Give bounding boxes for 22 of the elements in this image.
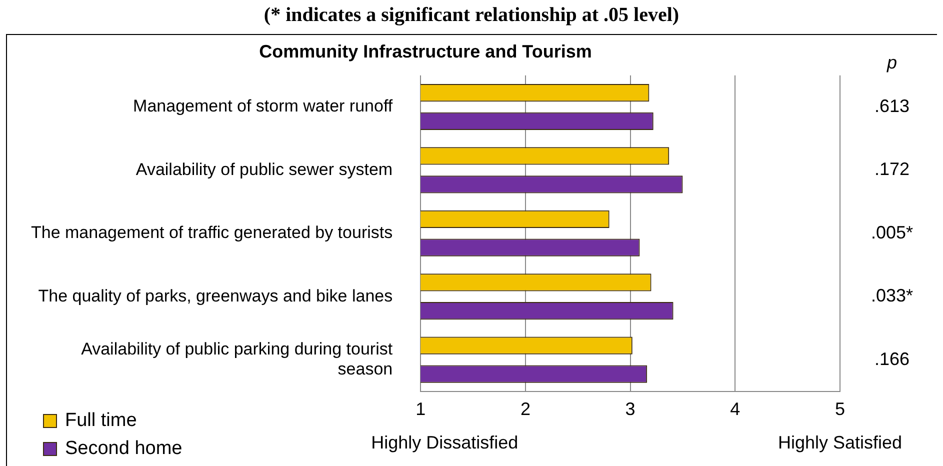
x-tick-label: 1 — [416, 399, 426, 420]
x-tick-label: 4 — [730, 399, 740, 420]
y-tick-label: Availability of public sewer system — [136, 160, 393, 179]
text: .033* — [870, 286, 914, 306]
text: p — [886, 52, 898, 72]
text: .166 — [874, 348, 910, 369]
text: Highly Dissatisfied — [371, 432, 518, 452]
x-tick-label: 5 — [834, 399, 846, 420]
legend-label: Second home — [65, 438, 182, 460]
x-tick-label: 2 — [520, 399, 530, 420]
x-tick-label: 3 — [625, 399, 636, 420]
text: .172 — [874, 159, 910, 180]
text: Highly Satisfied — [778, 432, 902, 452]
text: .613 — [874, 96, 910, 116]
legend-label: Full time — [65, 410, 137, 432]
y-tick-label: The management of traffic generated by tourists — [31, 223, 393, 242]
y-tick-label: Management of storm water runoff — [133, 96, 393, 116]
chart-title: Community Infrastructure and Tourism — [259, 42, 592, 62]
text: .005* — [870, 222, 914, 242]
chart-subtitle: (* indicates a significant relationship at .05 level) — [262, 3, 680, 28]
y-tick-label: The quality of parks, greenways and bike lanes — [38, 286, 393, 306]
y-tick-label: Availability of public parking during tourist season — [81, 339, 393, 379]
